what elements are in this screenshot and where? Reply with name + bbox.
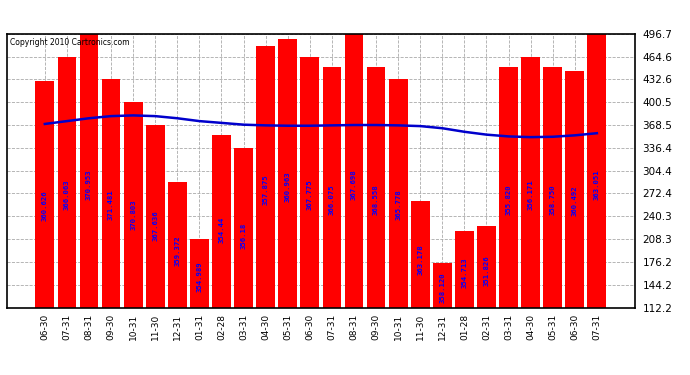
- Text: 371.481: 371.481: [108, 189, 114, 220]
- Bar: [322, 67, 342, 308]
- Bar: [521, 57, 540, 308]
- Text: 367.698: 367.698: [351, 169, 357, 200]
- Bar: [411, 201, 430, 308]
- Bar: [101, 80, 121, 308]
- Text: 367.636: 367.636: [152, 210, 158, 241]
- Text: 354.989: 354.989: [197, 261, 202, 292]
- Text: 363.178: 363.178: [417, 244, 423, 275]
- Text: 367.775: 367.775: [307, 179, 313, 210]
- Text: Monthly Solar Energy Production (KWh red) & Running Avg (blue) Mon Aug 23 06:41: Monthly Solar Energy Production (KWh red…: [65, 10, 625, 23]
- Bar: [543, 67, 562, 308]
- Bar: [587, 34, 607, 308]
- Text: 365.778: 365.778: [395, 189, 401, 220]
- Bar: [499, 67, 518, 308]
- Bar: [124, 102, 143, 308]
- Bar: [477, 226, 496, 308]
- Bar: [455, 231, 474, 308]
- Bar: [35, 81, 55, 308]
- Text: 368.558: 368.558: [373, 184, 379, 214]
- Bar: [79, 34, 99, 308]
- Text: 363.051: 363.051: [594, 169, 600, 200]
- Text: 370.803: 370.803: [130, 200, 136, 231]
- Text: 357.875: 357.875: [263, 174, 268, 205]
- Bar: [234, 148, 253, 308]
- Text: 360.492: 360.492: [572, 186, 578, 216]
- Text: 360.626: 360.626: [42, 190, 48, 221]
- Bar: [168, 182, 187, 308]
- Bar: [366, 67, 386, 308]
- Text: 356.18: 356.18: [241, 222, 246, 249]
- Bar: [388, 80, 408, 308]
- Text: 355.820: 355.820: [506, 184, 511, 214]
- Bar: [565, 70, 584, 308]
- Text: 359.372: 359.372: [175, 236, 180, 266]
- Bar: [212, 135, 231, 308]
- Bar: [146, 125, 165, 308]
- Bar: [278, 39, 297, 308]
- Text: 351.826: 351.826: [484, 255, 489, 286]
- Text: 358.750: 358.750: [550, 184, 555, 214]
- Bar: [256, 46, 275, 308]
- Bar: [344, 34, 364, 308]
- Text: 370.953: 370.953: [86, 169, 92, 200]
- Text: 354.44: 354.44: [219, 217, 224, 243]
- Bar: [57, 57, 77, 308]
- Text: 354.713: 354.713: [462, 258, 467, 288]
- Text: Copyright 2010 Cartronics.com: Copyright 2010 Cartronics.com: [10, 38, 130, 47]
- Text: 366.063: 366.063: [64, 179, 70, 210]
- Text: 360.963: 360.963: [285, 171, 290, 202]
- Bar: [300, 57, 319, 308]
- Text: 366.075: 366.075: [329, 184, 335, 214]
- Bar: [190, 239, 209, 308]
- Text: 358.120: 358.120: [440, 272, 445, 303]
- Bar: [433, 263, 452, 308]
- Text: 356.171: 356.171: [528, 179, 533, 210]
